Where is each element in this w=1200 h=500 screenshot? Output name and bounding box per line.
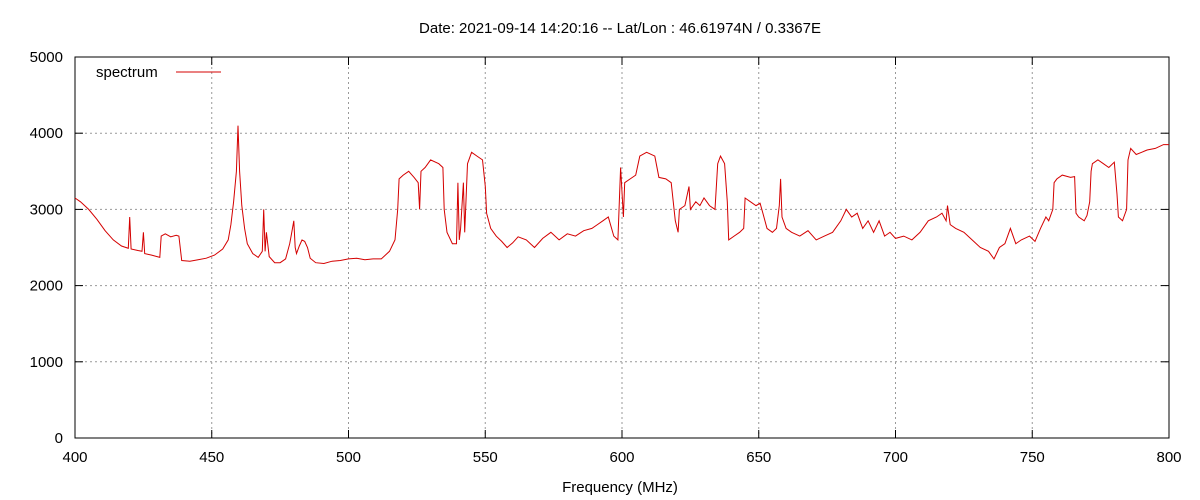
legend-label-spectrum: spectrum [96, 64, 158, 81]
grid-lines [75, 57, 1169, 438]
y-tick-label: 0 [55, 430, 63, 447]
y-tick-label: 2000 [30, 278, 63, 295]
y-tick-label: 1000 [30, 354, 63, 371]
x-axis-label: Frequency (MHz) [562, 479, 678, 496]
x-tick-label: 700 [883, 449, 908, 466]
x-tick-label: 750 [1020, 449, 1045, 466]
x-tick-label: 600 [609, 449, 634, 466]
chart-title: Date: 2021-09-14 14:20:16 -- Lat/Lon : 4… [419, 20, 821, 37]
x-tick-label: 550 [473, 449, 498, 466]
x-tick-label: 800 [1156, 449, 1181, 466]
y-tick-label: 3000 [30, 201, 63, 218]
x-tick-label: 500 [336, 449, 361, 466]
y-tick-label: 4000 [30, 125, 63, 142]
x-tick-label: 400 [62, 449, 87, 466]
legend: spectrum [96, 64, 221, 81]
x-tick-label: 650 [746, 449, 771, 466]
x-tick-label: 450 [199, 449, 224, 466]
axis-tick-labels: 400 450 500 550 600 650 700 750 800 0 1000 2000 3000… [30, 49, 1182, 466]
axis-ticks [74, 56, 1170, 439]
y-tick-label: 5000 [30, 49, 63, 66]
series-line-spectrum [74, 125, 1169, 265]
